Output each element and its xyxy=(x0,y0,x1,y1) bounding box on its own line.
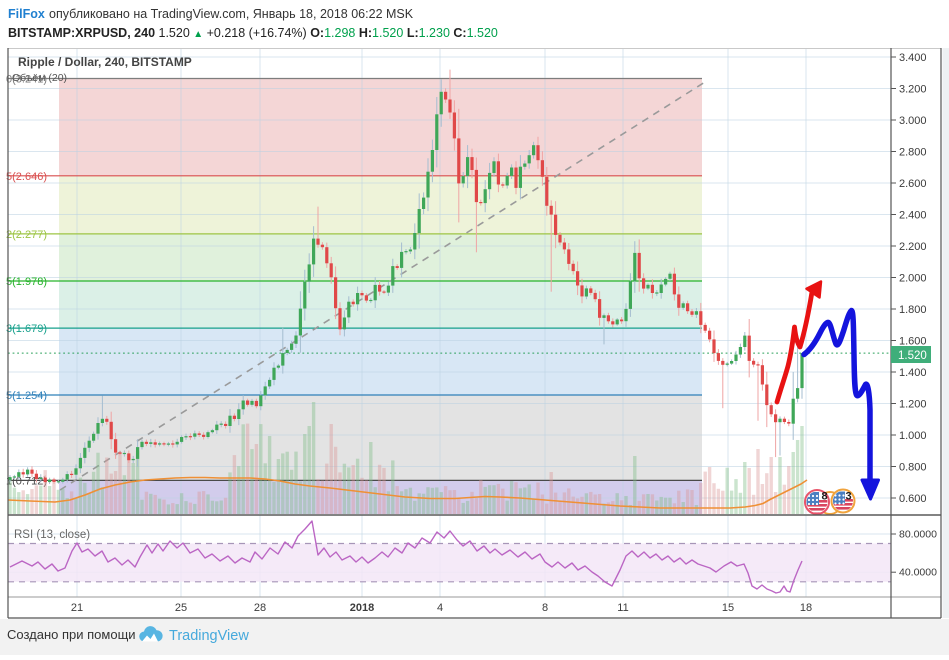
svg-text:5(1.978): 5(1.978) xyxy=(6,276,47,288)
svg-text:Создано при помощи: Создано при помощи xyxy=(7,627,136,642)
svg-text:5(1.254): 5(1.254) xyxy=(6,390,47,402)
svg-text:28: 28 xyxy=(254,602,266,614)
svg-text:8: 8 xyxy=(542,602,548,614)
svg-text:2.600: 2.600 xyxy=(899,178,927,190)
svg-text:21: 21 xyxy=(71,602,83,614)
svg-text:8: 8 xyxy=(822,491,828,503)
svg-text:2.000: 2.000 xyxy=(899,273,927,285)
svg-text:5(2.646): 5(2.646) xyxy=(6,171,47,183)
svg-text:40.0000: 40.0000 xyxy=(899,567,937,579)
svg-text:15: 15 xyxy=(722,602,734,614)
svg-text:BITSTAMP:XRPUSD, 240 1.520 ▲: BITSTAMP:XRPUSD, 240 1.520 ▲ +0.218 (+16… xyxy=(8,26,498,40)
svg-text:2.200: 2.200 xyxy=(899,241,927,253)
svg-text:1.000: 1.000 xyxy=(899,430,927,442)
svg-text:RSI (13, close): RSI (13, close) xyxy=(14,529,90,541)
svg-text:Объём (20): Объём (20) xyxy=(12,72,67,84)
svg-text:опубликовано на TradingView.co: опубликовано на TradingView.com, Январь … xyxy=(49,7,414,21)
svg-text:1.600: 1.600 xyxy=(899,336,927,348)
svg-text:0.800: 0.800 xyxy=(899,462,927,474)
svg-text:18: 18 xyxy=(800,602,812,614)
svg-text:3.200: 3.200 xyxy=(899,84,927,96)
svg-text:TradingView: TradingView xyxy=(169,628,249,644)
svg-text:1.400: 1.400 xyxy=(899,367,927,379)
svg-text:2018: 2018 xyxy=(350,602,374,614)
svg-text:25: 25 xyxy=(175,602,187,614)
svg-text:3(1.679): 3(1.679) xyxy=(6,323,47,335)
svg-text:1.200: 1.200 xyxy=(899,399,927,411)
svg-text:1.800: 1.800 xyxy=(899,304,927,316)
svg-text:2(2.277): 2(2.277) xyxy=(6,229,47,241)
svg-text:4: 4 xyxy=(437,602,443,614)
svg-text:11: 11 xyxy=(617,602,628,614)
svg-text:FilFox: FilFox xyxy=(8,7,45,21)
svg-text:0.600: 0.600 xyxy=(899,493,927,505)
svg-text:2.400: 2.400 xyxy=(899,210,927,222)
svg-text:3.400: 3.400 xyxy=(899,52,927,64)
svg-text:2.800: 2.800 xyxy=(899,147,927,159)
svg-text:Ripple / Dollar, 240, BITSTAMP: Ripple / Dollar, 240, BITSTAMP xyxy=(18,55,192,69)
svg-text:80.0000: 80.0000 xyxy=(899,529,937,541)
svg-text:3: 3 xyxy=(846,491,852,503)
svg-text:3.000: 3.000 xyxy=(899,115,927,127)
svg-text:1.520: 1.520 xyxy=(898,350,927,362)
